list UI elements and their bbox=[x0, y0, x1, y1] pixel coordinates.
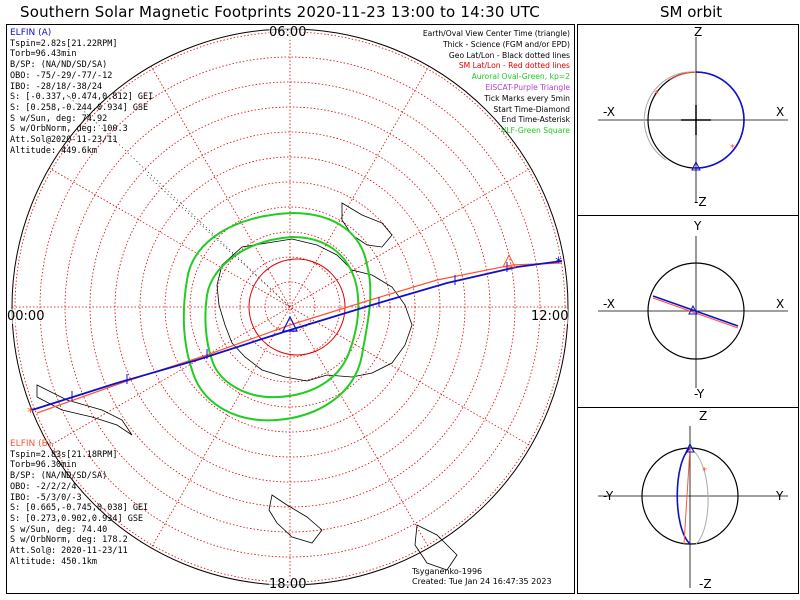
legend-item: Start Time-Diamond bbox=[493, 104, 570, 114]
elfin-a-info: ELFIN (A) Tspin=2.82s[21.22RPM] Torb=96.… bbox=[10, 28, 153, 156]
elfin-b-info: ELFIN (B) Tspin=2.83s[21.18RPM] Torb=96.… bbox=[10, 439, 148, 567]
sm-orbit-frame: * * Z -Z -X X Y -Y -X X * Z -Z -Y Y bbox=[577, 24, 799, 594]
panel2-top-label: Y bbox=[694, 219, 702, 233]
time-label-right: 12:00 bbox=[531, 309, 569, 324]
auroral-oval-outer bbox=[182, 211, 372, 422]
landmass-outline-bottom-right bbox=[414, 524, 458, 571]
elfin-b-line: S w/OrbNorm, deg: 178.2 bbox=[10, 535, 128, 546]
landmass-outline-right bbox=[341, 202, 393, 248]
panel3-right-label: Y bbox=[776, 489, 784, 503]
orbit-panel-xz: * * bbox=[598, 37, 788, 203]
elfin-b-line: S: [0.273,0.902,0.934] GSE bbox=[10, 513, 144, 524]
sm-orbit-title: SM orbit bbox=[660, 3, 723, 21]
legend: Earth/Oval View Center Time (triangle) T… bbox=[423, 29, 570, 137]
elfin-a-line: Tspin=2.82s[21.22RPM] bbox=[10, 38, 118, 49]
elfin-a-line: Altitude: 449.6km bbox=[10, 145, 97, 156]
elfin-a-name: ELFIN (A) bbox=[10, 28, 52, 38]
elfin-b-name: ELFIN (B) bbox=[10, 439, 52, 449]
elfin-b-line: B/SP: (NA/ND/SD/SA) bbox=[10, 471, 108, 482]
legend-item: Tick Marks every 5min bbox=[484, 93, 570, 103]
elfin-b-line: Att.Sol@: 2020-11-23/11 bbox=[10, 546, 128, 557]
elfin-b-line: Altitude: 450.1km bbox=[10, 556, 97, 567]
end-asterisk-b: * bbox=[27, 405, 34, 421]
auroral-oval-inner bbox=[204, 235, 360, 399]
geo-grid bbox=[66, 94, 291, 308]
elfin-b-track bbox=[36, 262, 563, 414]
legend-item: SM Lat/Lon - Red dotted lines bbox=[458, 61, 570, 71]
elfin-b-line: IBO: -5/3/0/-3 bbox=[10, 492, 82, 503]
panel3-left-label: -Y bbox=[603, 489, 614, 503]
elfin-a-line: S: [-0.337,-0.474,0.812] GEI bbox=[10, 92, 154, 103]
model-label: Tsyganenko-1996 bbox=[412, 567, 483, 576]
antarctica-outline bbox=[216, 238, 413, 382]
legend-item: EISCAT-Purple Triangle bbox=[485, 82, 570, 92]
legend-item: Thick - Science (FGM and/or EPD) bbox=[443, 39, 570, 49]
elfin-b-line: Tspin=2.83s[21.18RPM] bbox=[10, 449, 118, 460]
orbit-panel-xy bbox=[598, 236, 788, 388]
panel2-bottom-label: -Y bbox=[694, 387, 705, 401]
legend-item: Earth/Oval View Center Time (triangle) bbox=[422, 29, 570, 38]
panel1-right-label: X bbox=[776, 105, 785, 119]
track-tick-marks bbox=[71, 262, 508, 401]
elfin-a-line: S w/Sun, deg: 74.92 bbox=[10, 113, 108, 124]
panel3-bottom-label: -Z bbox=[699, 577, 712, 591]
elfin-b-line: S w/Sun, deg: 74.40 bbox=[10, 524, 108, 535]
sm-longitude-lines bbox=[12, 29, 568, 585]
legend-item: End Time-Asterisk bbox=[501, 115, 570, 125]
panel1-bottom-label: -Z bbox=[694, 195, 707, 209]
sm-pole-circle bbox=[248, 258, 346, 356]
legend-item: VLF-Green Square bbox=[501, 126, 570, 136]
panel2-right-label: X bbox=[776, 297, 785, 311]
panel-divider bbox=[578, 215, 798, 216]
svg-text:*: * bbox=[654, 89, 659, 100]
legend-item: Geo Lat/Lon - Black dotted lines bbox=[448, 50, 570, 60]
panel2-left-label: -X bbox=[603, 297, 615, 311]
footer: Tsyganenko-1996 Created: Tue Jan 24 16:4… bbox=[412, 567, 552, 587]
elfin-a-line: B/SP: (NA/ND/SD/SA) bbox=[10, 60, 108, 71]
time-label-bottom: 18:00 bbox=[269, 577, 307, 592]
view-center-triangle bbox=[282, 315, 298, 332]
end-asterisk-a: * bbox=[555, 255, 562, 271]
plot-title: Southern Solar Magnetic Footprints 2020-… bbox=[20, 3, 540, 21]
panel1-left-label: -X bbox=[603, 105, 615, 119]
elfin-b-center-triangle bbox=[502, 253, 516, 268]
panel1-top-label: Z bbox=[694, 25, 703, 39]
elfin-a-line: S w/OrbNorm, deg: 100.3 bbox=[10, 124, 128, 135]
orbit-panel-yz: * bbox=[598, 426, 788, 588]
landmass-outline-bottom bbox=[268, 494, 323, 544]
footprint-map: * * 06:00 00:00 12:00 18:00 ELFIN (A) Ts… bbox=[6, 24, 575, 594]
time-label-left: 00:00 bbox=[7, 309, 45, 324]
elfin-b-line: Torb=96.30min bbox=[10, 460, 77, 471]
elfin-a-line: Att.Sol@2020-11-23/11 bbox=[10, 135, 118, 146]
elfin-a-line: IBO: -28/18/-38/24 bbox=[10, 81, 103, 92]
time-label-top: 06:00 bbox=[269, 25, 307, 40]
svg-text:*: * bbox=[702, 466, 707, 477]
elfin-b-line: OBO: -2/2/2/4 bbox=[10, 481, 77, 492]
panel3-top-label: Z bbox=[699, 409, 708, 423]
elfin-a-line: Torb=96.43min bbox=[10, 49, 77, 60]
created-label: Created: Tue Jan 24 16:47:35 2023 bbox=[412, 577, 552, 586]
svg-text:*: * bbox=[730, 143, 735, 154]
elfin-b-line: S: [0.665,-0.745,0.038] GEI bbox=[10, 503, 149, 514]
panel-divider bbox=[578, 407, 798, 408]
elfin-a-line: S: [0.258,-0.244,0.934] GSE bbox=[10, 102, 149, 113]
elfin-a-line: OBO: -75/-29/-77/-12 bbox=[10, 70, 113, 81]
elfin-a-track bbox=[31, 260, 563, 411]
legend-item: Auroral Oval-Green, kp=2 bbox=[471, 72, 570, 82]
